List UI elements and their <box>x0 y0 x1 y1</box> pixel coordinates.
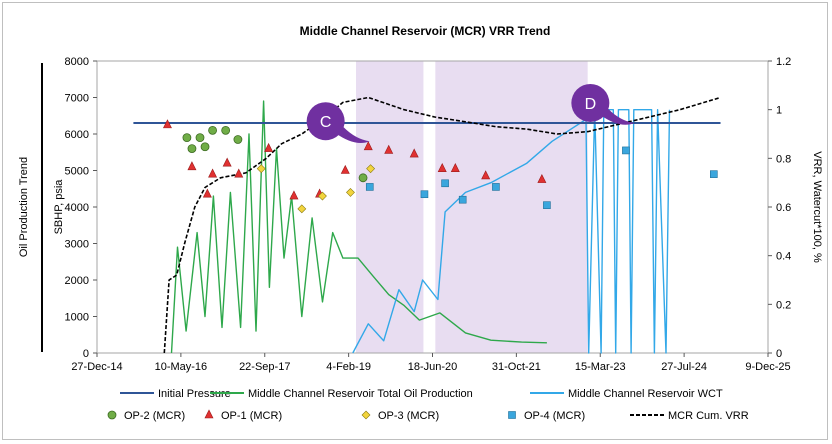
y-left-tick-label: 8000 <box>65 56 89 68</box>
op-2-mcr-point <box>187 144 197 154</box>
plot-area <box>96 60 769 354</box>
chart-title: Middle Channel Reservoir (MCR) VRR Trend <box>300 24 551 38</box>
outer-axis-label: Oil Production Trend <box>18 157 30 257</box>
op-1-mcr-point <box>222 157 232 167</box>
y-right-tick-label: 0.8 <box>776 153 791 165</box>
op-1-mcr-point <box>450 163 460 172</box>
op-4-mcr-point <box>365 183 374 191</box>
op-1-mcr-point <box>384 144 394 154</box>
y-right-tick-label: 1 <box>776 105 782 117</box>
op-4-mcr-point <box>420 190 429 199</box>
annotation-pointer-d <box>600 108 635 125</box>
x-tick-label: 4-Feb-19 <box>326 361 371 373</box>
op-2-mcr-point <box>233 135 243 144</box>
y-right-tick-label: 0.4 <box>776 251 791 263</box>
op-4-mcr-point <box>710 170 718 178</box>
shaded-period-2 <box>435 61 588 353</box>
y-left-tick-label: 1000 <box>65 312 89 324</box>
y-right-tick-label: 0.6 <box>776 202 791 214</box>
op-1-mcr-point <box>264 142 274 152</box>
y-right-axis-label: VRR, Watercut*100, % <box>811 151 823 263</box>
op-2-mcr-point <box>200 142 210 152</box>
op-4-mcr-point <box>441 179 449 188</box>
op-3-mcr-point <box>256 164 266 174</box>
y-left-tick-label: 7000 <box>65 93 89 105</box>
legend-op-4-mcr-swatch <box>508 411 516 419</box>
x-tick-label: 10-May-16 <box>155 361 208 373</box>
annotation-label-d: D <box>585 96 597 113</box>
y-left-tick-label: 4000 <box>65 202 89 214</box>
x-tick-label: 9-Dec-25 <box>745 361 790 373</box>
op-1-mcr-point <box>537 173 547 183</box>
op-4-mcr-point <box>492 183 500 191</box>
op-1-mcr-point <box>340 164 350 174</box>
x-tick-label: 22-Sep-17 <box>239 361 290 373</box>
op-1-mcr-point <box>409 148 419 158</box>
y-left-tick-label: 0 <box>83 348 89 360</box>
x-tick-label: 27-Dec-14 <box>71 361 122 373</box>
op-1-mcr-point <box>187 161 197 171</box>
legend-mcr-cum-vrr-label: MCR Cum. VRR <box>668 410 749 422</box>
op-1-mcr-point <box>363 141 373 151</box>
op-3-mcr-point <box>318 191 327 201</box>
y-right-tick-label: 0.2 <box>776 299 791 311</box>
legend-op-1-mcr-label: OP-1 (MCR) <box>221 410 282 422</box>
y-left-tick-label: 3000 <box>65 239 89 251</box>
op-4-mcr-point <box>543 201 551 209</box>
op-2-mcr-point <box>221 125 231 135</box>
op-1-mcr-point <box>289 190 299 200</box>
legend-op-2-mcr-swatch <box>107 410 117 420</box>
op-1-mcr-point <box>162 119 172 129</box>
legend-op-4-mcr-label: OP-4 (MCR) <box>524 410 585 422</box>
op-1-mcr-point <box>208 168 218 178</box>
annotation-bubble-d <box>571 83 610 122</box>
legend-op-2-mcr-label: OP-2 (MCR) <box>124 410 185 422</box>
x-tick-label: 15-Mar-23 <box>575 361 626 373</box>
op-1-mcr-point <box>202 188 212 198</box>
op-3-mcr-point <box>346 187 355 197</box>
shaded-period-1 <box>356 61 424 353</box>
legend-middle-channel-reservoir-wct-label: Middle Channel Reservoir WCT <box>568 388 723 400</box>
y-left-tick-label: 2000 <box>65 275 89 287</box>
legend-op-3-mcr-label: OP-3 (MCR) <box>378 410 439 422</box>
y-left-tick-label: 5000 <box>65 166 89 178</box>
op-2-mcr-point <box>195 133 205 143</box>
op-3-mcr-point <box>297 204 307 214</box>
op-2-mcr-point <box>182 133 192 143</box>
op-1-mcr-point <box>481 170 491 180</box>
x-tick-label: 18-Jun-20 <box>408 361 458 373</box>
op-3-mcr-point <box>366 164 376 174</box>
legend-op-3-mcr-swatch <box>361 410 371 420</box>
annotation-bubble-c <box>306 102 345 141</box>
y-right-tick-label: 0 <box>776 348 782 360</box>
x-tick-label: 27-Jul-24 <box>661 361 707 373</box>
op-4-mcr-point <box>458 195 467 204</box>
wct-line <box>352 108 671 354</box>
y-left-tick-label: 6000 <box>65 129 89 141</box>
annotation-pointer-c <box>335 127 370 144</box>
op-1-mcr-point <box>437 163 447 172</box>
y-right-tick-label: 1.2 <box>776 56 791 68</box>
legend-middle-channel-reservoir-total-oil-production-label: Middle Channel Reservoir Total Oil Produ… <box>248 388 473 400</box>
op-2-mcr-point <box>208 125 217 135</box>
legend-initial-pressure-label: Initial Pressure <box>158 388 231 400</box>
x-tick-label: 31-Oct-21 <box>492 361 541 373</box>
op-2-mcr-point <box>358 173 368 183</box>
annotation-label-c: C <box>320 114 332 131</box>
op-1-mcr-point <box>234 168 244 178</box>
legend-op-1-mcr-swatch <box>204 409 214 419</box>
y-left-axis-label: SBHP, psia <box>53 179 65 235</box>
op-4-mcr-point <box>622 146 630 155</box>
cum-vrr-line <box>163 96 721 354</box>
